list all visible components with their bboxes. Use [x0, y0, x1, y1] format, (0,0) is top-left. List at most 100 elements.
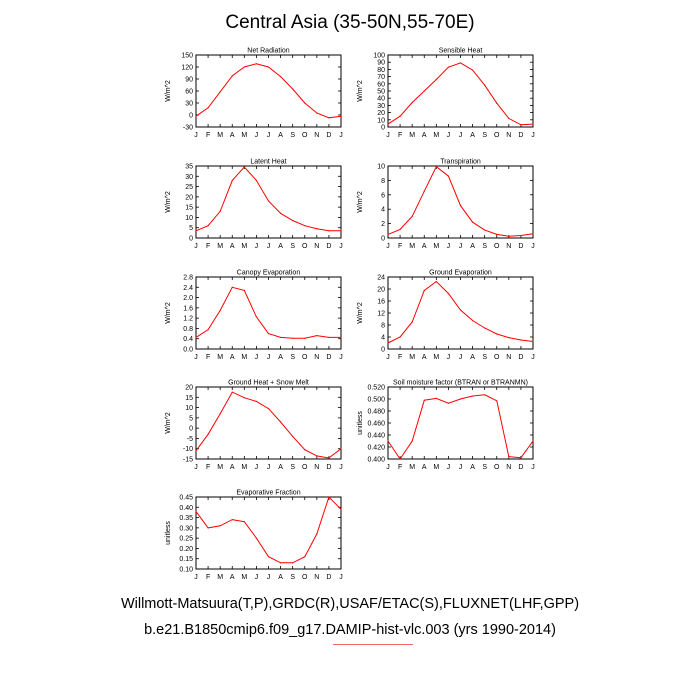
x-tick-label: J: [459, 354, 463, 361]
x-tick-label: O: [494, 132, 500, 139]
x-tick-label: J: [267, 354, 271, 361]
series-line: [387, 62, 534, 126]
data-point: [399, 115, 401, 117]
x-tick-label: D: [326, 574, 331, 581]
x-tick-label: M: [409, 132, 415, 139]
y-tick-label: 16: [377, 299, 385, 306]
panel-frame: [195, 386, 342, 460]
x-tick-label: A: [230, 243, 235, 250]
x-tick-label: N: [314, 354, 319, 361]
data-point: [411, 440, 413, 442]
data-point: [471, 395, 474, 397]
data-point: [243, 397, 245, 399]
x-tick-label: A: [230, 574, 235, 581]
data-point: [304, 556, 306, 558]
data-point: [520, 124, 522, 126]
x-tick-label: F: [206, 574, 210, 581]
x-tick-label: J: [194, 574, 198, 581]
data-point: [279, 76, 282, 78]
y-tick-label: 90: [185, 77, 193, 84]
data-point: [435, 166, 437, 168]
y-tick-label: 15: [185, 205, 193, 212]
data-point: [328, 457, 330, 459]
x-tick-label: D: [326, 464, 331, 471]
panel-title: Net Radiation: [247, 48, 290, 55]
data-point: [471, 69, 474, 71]
x-tick-label: J: [194, 132, 198, 139]
y-tick-label: 5: [189, 225, 193, 232]
data-point: [340, 448, 342, 450]
data-point: [195, 510, 197, 512]
x-tick-label: F: [398, 464, 402, 471]
y-tick-label: 60: [377, 81, 385, 88]
x-tick-label: F: [206, 464, 210, 471]
x-tick-label: A: [278, 243, 283, 250]
data-point: [243, 166, 245, 168]
data-point: [387, 123, 389, 125]
panel-frame: [195, 496, 342, 570]
x-tick-label: A: [278, 354, 283, 361]
series-line: [195, 391, 342, 459]
x-tick-label: A: [230, 354, 235, 361]
data-point: [532, 340, 534, 343]
x-tick-label: J: [267, 132, 271, 139]
data-point: [411, 215, 413, 217]
data-point: [520, 234, 522, 237]
data-point: [423, 190, 425, 192]
data-point: [219, 309, 221, 312]
data-point: [243, 289, 245, 291]
x-tick-label: O: [302, 464, 308, 471]
data-point: [471, 221, 474, 223]
x-tick-label: J: [267, 464, 271, 471]
x-tick-label: M: [217, 132, 223, 139]
y-tick-label: 2: [381, 221, 385, 228]
data-point: [207, 225, 209, 227]
data-point: [328, 496, 330, 498]
x-tick-label: J: [386, 354, 390, 361]
data-point: [340, 336, 342, 339]
x-tick-label: F: [398, 243, 402, 250]
y-tick-label: 30: [377, 103, 385, 110]
data-point: [195, 230, 197, 232]
x-tick-label: O: [494, 464, 500, 471]
x-tick-label: D: [518, 354, 523, 361]
x-tick-label: O: [302, 574, 308, 581]
x-tick-label: F: [206, 354, 210, 361]
data-point: [328, 117, 330, 119]
data-point: [340, 508, 342, 510]
x-tick-label: S: [290, 132, 295, 139]
data-point: [423, 90, 425, 92]
x-tick-label: S: [482, 464, 487, 471]
data-point: [207, 527, 209, 529]
y-axis-label: W/m^2: [357, 302, 364, 324]
data-point: [340, 230, 342, 232]
y-tick-label: 0.480: [367, 409, 385, 416]
y-tick-label: 8: [381, 178, 385, 185]
y-tick-label: 0.520: [367, 385, 385, 392]
x-tick-label: A: [470, 354, 475, 361]
data-point: [219, 210, 221, 212]
x-tick-label: A: [470, 132, 475, 139]
footer-rule: [333, 644, 413, 645]
panel-7: Soil moisture factor (BTRAN or BTRANMN) 0…: [357, 380, 535, 472]
data-point: [279, 562, 282, 564]
data-point: [459, 205, 462, 207]
x-tick-label: J: [459, 464, 463, 471]
x-tick-label: O: [494, 354, 500, 361]
x-tick-label: J: [531, 132, 535, 139]
page-title: Central Asia (35-50N,55-70E): [225, 12, 475, 33]
y-tick-label: 0.500: [367, 397, 385, 404]
y-tick-label: 8: [381, 323, 385, 330]
x-tick-label: A: [422, 464, 427, 471]
x-tick-label: F: [206, 132, 210, 139]
data-point: [484, 84, 486, 86]
data-point: [219, 413, 221, 415]
data-point: [231, 519, 233, 521]
data-point: [387, 342, 389, 344]
panel-4: Canopy Evaporation 2.8 2.4 2.0 1.6 1.2 0.8 0.4 0…: [165, 270, 343, 362]
y-tick-label: 0.4: [183, 336, 193, 343]
y-axis-label: W/m^2: [357, 80, 364, 102]
data-point: [520, 339, 522, 341]
data-point: [459, 309, 462, 311]
x-tick-label: N: [506, 354, 511, 361]
